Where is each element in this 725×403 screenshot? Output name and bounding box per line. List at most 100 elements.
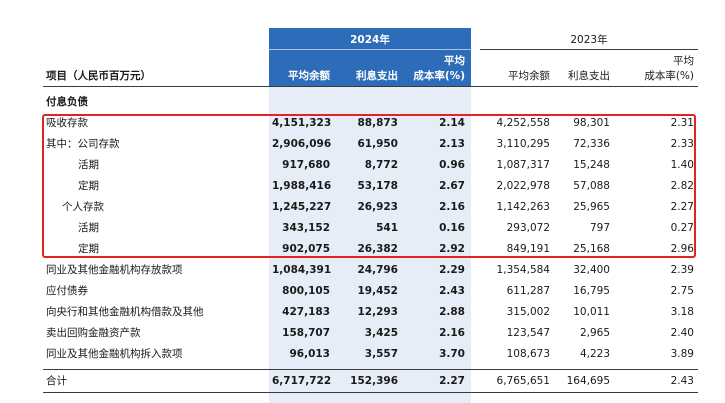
year-2024-header-band <box>269 28 471 86</box>
cost-rate-2023-cell: 2.75 <box>670 285 694 297</box>
avg-balance-2024-cell: 917,680 <box>282 159 330 171</box>
avg-balance-2024-cell: 427,183 <box>282 306 330 318</box>
avg-balance-2023-cell: 3,110,295 <box>496 138 550 150</box>
total-label: 合计 <box>46 375 67 387</box>
avg-balance-2024-cell: 800,105 <box>282 285 330 297</box>
cost-rate-2023-cell: 2.27 <box>670 201 694 213</box>
cost-rate-2024-header-line2: 成本率(%) <box>413 70 465 82</box>
year-2023-heading: 2023年 <box>570 34 608 46</box>
section-label: 付息负债 <box>46 96 88 108</box>
header-rule <box>43 86 698 87</box>
interest-expense-2024-cell: 8,772 <box>364 159 398 171</box>
avg-balance-2023-cell: 2,022,978 <box>496 180 550 192</box>
interest-expense-2023-cell: 25,168 <box>573 243 610 255</box>
row-label: 同业及其他金融机构拆入款项 <box>46 348 183 360</box>
cost-rate-2024-cell: 2.16 <box>439 327 465 339</box>
avg-balance-2024-cell: 2,906,096 <box>272 138 332 150</box>
total-cost-rate-2023: 2.43 <box>670 375 694 387</box>
cost-rate-2023-header-line1: 平均 <box>673 55 694 67</box>
cost-rate-2023-cell: 2.96 <box>670 243 694 255</box>
avg-balance-2023-cell: 1,142,263 <box>496 201 550 213</box>
interest-expense-2023-cell: 15,248 <box>573 159 610 171</box>
avg-balance-2024-cell: 158,707 <box>282 327 330 339</box>
total-bottom-rule <box>43 392 698 393</box>
highlight-box <box>42 114 696 258</box>
cost-rate-2024-cell: 2.13 <box>439 138 465 150</box>
row-label: 同业及其他金融机构存放款项 <box>46 264 183 276</box>
year-2023-underline <box>480 49 698 50</box>
avg-balance-2024-cell: 96,013 <box>289 348 330 360</box>
total-avg-balance-2024: 6,717,722 <box>272 375 332 387</box>
row-label: 定期 <box>78 180 99 192</box>
cost-rate-2024-cell: 2.16 <box>439 201 465 213</box>
cost-rate-2024-cell: 2.14 <box>439 117 465 129</box>
cost-rate-2024-cell: 2.67 <box>439 180 465 192</box>
avg-balance-2023-cell: 1,087,317 <box>496 159 550 171</box>
cost-rate-2024-cell: 0.16 <box>439 222 465 234</box>
cost-rate-2024-cell: 3.70 <box>439 348 465 360</box>
interest-expense-2024-cell: 19,452 <box>357 285 398 297</box>
year-2024-underline <box>269 49 471 50</box>
row-label: 吸收存款 <box>46 117 88 129</box>
interest-expense-2024-cell: 61,950 <box>357 138 398 150</box>
avg-balance-2023-header: 平均余额 <box>508 70 550 82</box>
row-label: 应付债券 <box>46 285 88 297</box>
cost-rate-2024-cell: 2.29 <box>439 264 465 276</box>
interest-expense-2023-cell: 4,223 <box>579 348 610 360</box>
avg-balance-2024-cell: 343,152 <box>282 222 330 234</box>
interest-expense-2023-cell: 10,011 <box>573 306 610 318</box>
interest-expense-2024-cell: 3,425 <box>364 327 398 339</box>
avg-balance-2024-header: 平均余额 <box>288 70 330 82</box>
cost-rate-2023-cell: 2.33 <box>670 138 694 150</box>
total-cost-rate-2024: 2.27 <box>439 375 465 387</box>
avg-balance-2024-cell: 1,988,416 <box>272 180 332 192</box>
interest-expense-2023-cell: 57,088 <box>573 180 610 192</box>
cost-rate-2023-cell: 3.89 <box>670 348 694 360</box>
row-label: 个人存款 <box>62 201 104 213</box>
interest-expense-2024-header: 利息支出 <box>356 70 398 82</box>
total-interest-expense-2023: 164,695 <box>566 375 610 387</box>
avg-balance-2024-cell: 1,245,227 <box>272 201 332 213</box>
cost-rate-2023-cell: 3.18 <box>670 306 694 318</box>
cost-rate-2023-cell: 2.39 <box>670 264 694 276</box>
interest-expense-2023-header: 利息支出 <box>568 70 610 82</box>
year-2024-heading: 2024年 <box>350 34 390 46</box>
item-column-header: 项目（人民币百万元） <box>46 70 151 82</box>
cost-rate-2024-cell: 2.43 <box>439 285 465 297</box>
row-label: 向央行和其他金融机构借款及其他 <box>46 306 204 318</box>
avg-balance-2024-cell: 902,075 <box>282 243 330 255</box>
interest-expense-2024-cell: 3,557 <box>364 348 398 360</box>
row-label: 卖出回购金融资产款 <box>46 327 141 339</box>
year-2024-column-band <box>269 86 471 403</box>
cost-rate-2023-cell: 0.27 <box>670 222 694 234</box>
cost-rate-2023-cell: 2.82 <box>670 180 694 192</box>
avg-balance-2023-cell: 108,673 <box>506 348 550 360</box>
avg-balance-2023-cell: 293,072 <box>506 222 550 234</box>
avg-balance-2024-cell: 4,151,323 <box>272 117 332 129</box>
cost-rate-2023-cell: 2.40 <box>670 327 694 339</box>
avg-balance-2023-cell: 849,191 <box>506 243 550 255</box>
cost-rate-2023-cell: 1.40 <box>670 159 694 171</box>
interest-expense-2023-cell: 32,400 <box>573 264 610 276</box>
interest-expense-2024-cell: 12,293 <box>357 306 398 318</box>
avg-balance-2023-cell: 1,354,584 <box>496 264 550 276</box>
interest-expense-2023-cell: 25,965 <box>573 201 610 213</box>
interest-expense-2023-cell: 98,301 <box>573 117 610 129</box>
interest-expense-2024-cell: 24,796 <box>357 264 398 276</box>
interest-expense-2024-cell: 541 <box>376 222 398 234</box>
cost-rate-2023-header-line2: 成本率(%) <box>644 70 694 82</box>
total-avg-balance-2023: 6,765,651 <box>496 375 550 387</box>
cost-rate-2024-cell: 2.88 <box>439 306 465 318</box>
cost-rate-2024-header-line1: 平均 <box>444 55 465 67</box>
avg-balance-2024-cell: 1,084,391 <box>272 264 332 276</box>
cost-rate-2024-cell: 0.96 <box>439 159 465 171</box>
interest-expense-2023-cell: 16,795 <box>573 285 610 297</box>
cost-rate-2024-cell: 2.92 <box>439 243 465 255</box>
interest-expense-2023-cell: 2,965 <box>579 327 610 339</box>
total-top-rule <box>43 369 698 370</box>
cost-rate-2023-cell: 2.31 <box>670 117 694 129</box>
interest-expense-2023-cell: 797 <box>589 222 610 234</box>
interest-expense-2024-cell: 26,923 <box>357 201 398 213</box>
row-label: 活期 <box>78 222 99 234</box>
